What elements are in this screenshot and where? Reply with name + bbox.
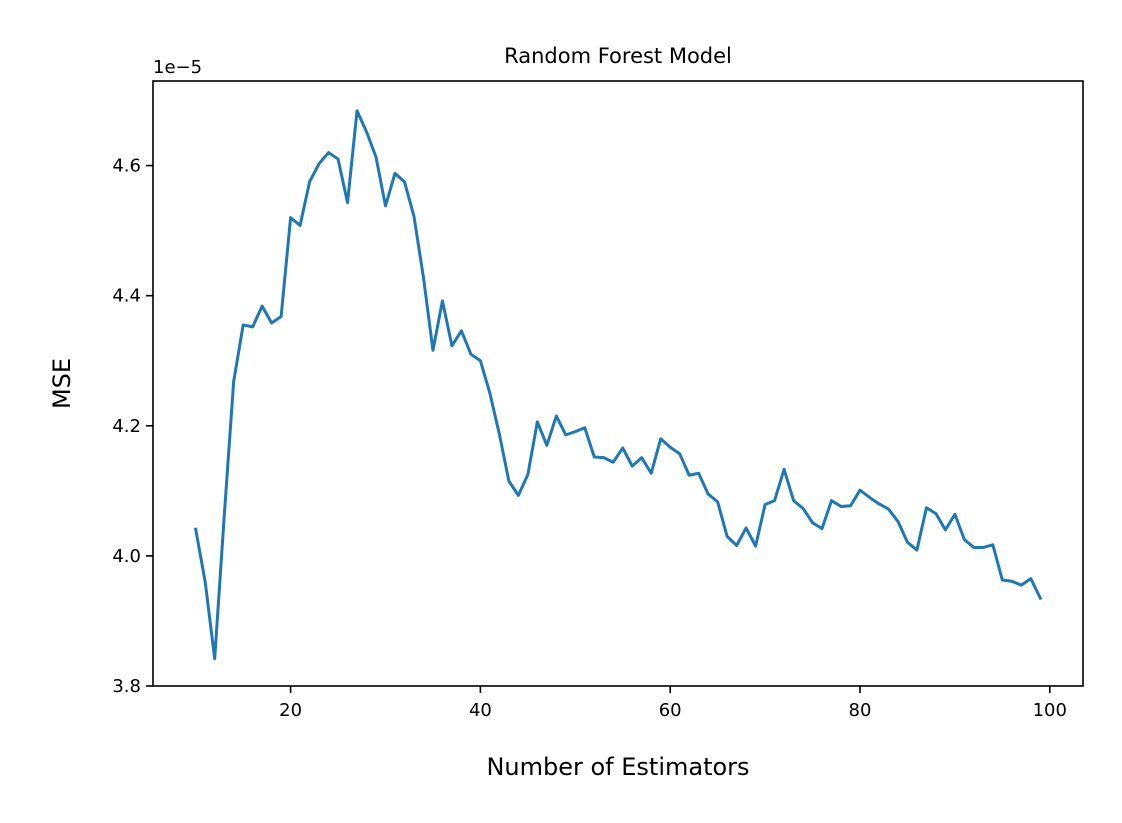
x-tick-label: 60 <box>659 700 682 721</box>
axes-frame <box>152 80 1084 687</box>
y-tick-label: 4.6 <box>112 156 141 177</box>
x-tick-label: 40 <box>469 700 492 721</box>
series-line <box>193 109 1043 661</box>
x-tick-label: 80 <box>849 700 872 721</box>
chart-title: Random Forest Model <box>504 44 732 68</box>
y-tick-label: 4.2 <box>112 416 141 437</box>
y-axis-offset-label: 1e−5 <box>153 57 202 78</box>
plot-layer <box>193 109 1043 661</box>
y-tick-label: 4.4 <box>112 286 141 307</box>
x-tick-label: 20 <box>279 700 302 721</box>
x-axis-title: Number of Estimators <box>486 753 749 781</box>
y-tick-label: 4.0 <box>112 546 141 567</box>
x-tick-label: 100 <box>1033 700 1067 721</box>
y-axis-title: MSE <box>48 358 76 409</box>
ticks-layer: 20 40 60 80 100 3.8 4.0 4.2 4.4 4.6 <box>112 156 1067 721</box>
y-tick-label: 3.8 <box>112 676 141 697</box>
